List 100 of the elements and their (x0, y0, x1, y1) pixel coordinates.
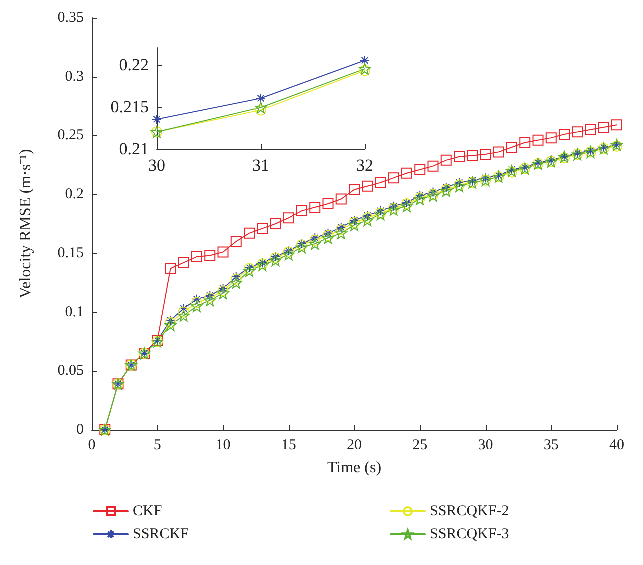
point (335, 227, 348, 240)
point (165, 263, 176, 274)
point (296, 206, 308, 217)
point (231, 272, 242, 282)
point (270, 218, 282, 230)
point (532, 134, 544, 146)
point (360, 56, 370, 66)
point (401, 200, 413, 212)
x-tick-label: 15 (281, 438, 296, 454)
point (218, 286, 229, 297)
point (309, 238, 322, 250)
point (310, 202, 321, 214)
point (349, 217, 360, 228)
point (585, 124, 596, 136)
legend-label: CKF (133, 504, 162, 520)
y-tick-label: 0.15 (58, 245, 84, 262)
y-tick-label: 0.22 (119, 55, 149, 74)
point (230, 274, 242, 285)
point (362, 212, 374, 224)
point (572, 126, 584, 138)
x-tick-label: 30 (478, 438, 494, 454)
point (283, 212, 294, 224)
point (336, 222, 346, 233)
point (191, 300, 203, 312)
point (296, 242, 308, 254)
x-tick-label: 10 (216, 438, 231, 454)
point (336, 224, 347, 236)
point (165, 317, 176, 328)
point (428, 160, 439, 172)
x-axis-title: Time (s) (327, 460, 382, 476)
point (612, 120, 622, 131)
x-tick-label: 32 (356, 156, 374, 175)
point (322, 230, 334, 242)
point (493, 146, 504, 158)
point (348, 219, 360, 232)
point (322, 198, 334, 210)
y-tick-label: 0.25 (58, 128, 84, 144)
point (204, 294, 216, 307)
legend-label: SSRCQKF-2 (430, 504, 510, 520)
point (480, 149, 492, 160)
point (178, 310, 190, 322)
point (414, 164, 426, 176)
point (178, 306, 190, 318)
x-tick-label: 25 (412, 438, 428, 454)
point (192, 297, 202, 308)
point (454, 151, 465, 162)
point (388, 172, 400, 184)
point (217, 287, 230, 300)
x-tick-label: 5 (154, 438, 162, 454)
point (440, 154, 452, 166)
point (230, 236, 242, 248)
point (204, 250, 216, 262)
point (467, 150, 478, 162)
point (322, 232, 334, 244)
point (362, 214, 374, 226)
x-tick-label: 20 (347, 438, 362, 454)
point (598, 122, 610, 133)
point (362, 180, 374, 192)
point (402, 168, 412, 179)
point (310, 234, 321, 246)
point (244, 265, 256, 278)
y-tick-label: 0.05 (58, 363, 84, 380)
point (506, 142, 518, 153)
y-tick-label: 0.215 (110, 97, 149, 116)
point (257, 223, 268, 234)
point (310, 233, 320, 244)
point (375, 177, 386, 188)
y-tick-label: 0.35 (58, 10, 84, 26)
point (520, 137, 531, 148)
legend-label: SSRCKF (133, 526, 189, 542)
point (349, 184, 360, 196)
point (218, 246, 229, 258)
point (546, 132, 557, 144)
point (270, 254, 282, 266)
point (244, 228, 255, 239)
y-axis-title: Velocity RMSE (m·s⁻¹) (18, 149, 34, 299)
point (282, 248, 295, 261)
point (256, 94, 266, 104)
x-tick-label: 0 (88, 438, 96, 454)
point (255, 102, 267, 114)
point (204, 292, 216, 304)
point (559, 129, 570, 140)
point (152, 114, 162, 125)
x-tick-label: 40 (610, 438, 624, 454)
x-tick-label: 35 (544, 438, 559, 454)
y-tick-label: 0.2 (65, 186, 84, 203)
y-tick-label: 0.1 (65, 304, 84, 320)
point (192, 251, 202, 262)
x-tick-label: 31 (252, 156, 270, 175)
point (164, 319, 177, 332)
point (230, 276, 242, 289)
y-tick-label: 0.3 (65, 68, 84, 85)
y-tick-label: 0 (76, 422, 84, 438)
point (256, 104, 266, 116)
x-tick-label: 30 (148, 156, 166, 175)
point (178, 257, 190, 268)
point (336, 194, 347, 205)
y-tick-label: 0.21 (119, 140, 149, 158)
legend-label: SSRCQKF-3 (430, 526, 510, 542)
point (178, 304, 189, 314)
